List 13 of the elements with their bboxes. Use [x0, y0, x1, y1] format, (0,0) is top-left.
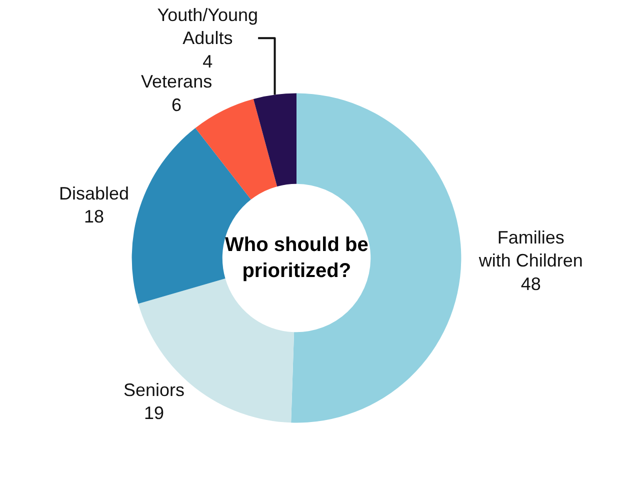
- text: Who should be prioritized?: [225, 234, 368, 282]
- slice-label: Disabled: [58, 183, 130, 204]
- slice-label: Families with Children: [478, 227, 583, 271]
- data-label: 19: [144, 403, 164, 424]
- slice-label: Youth/Young Adults: [157, 4, 258, 48]
- slice-label: Seniors: [123, 380, 184, 400]
- data-label: 4: [202, 52, 213, 72]
- donut-slice: [253, 93, 296, 186]
- data-label: 48: [520, 274, 541, 294]
- data-label: 6: [172, 94, 182, 115]
- slice-label: Veterans: [141, 72, 212, 92]
- data-label: 18: [84, 206, 104, 227]
- donut-slice: [195, 99, 278, 200]
